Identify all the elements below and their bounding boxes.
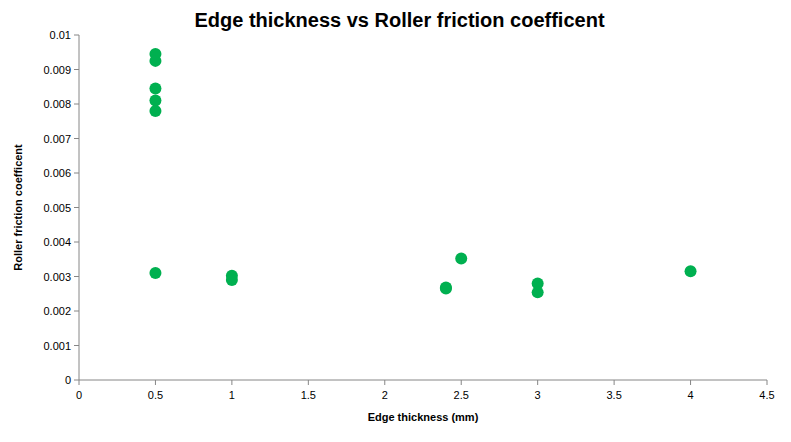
x-tick — [461, 380, 462, 385]
y-tick — [74, 138, 79, 139]
x-axis-title: Edge thickness (mm) — [368, 411, 479, 423]
y-tick — [74, 207, 79, 208]
y-tick-label: 0.006 — [43, 167, 71, 179]
x-tick-label: 3 — [535, 389, 541, 401]
points-group — [149, 48, 696, 298]
x-tick-label: 1.5 — [301, 389, 316, 401]
chart-container: Edge thickness vs Roller friction coeffi… — [0, 0, 791, 442]
x-tick-label: 4.5 — [759, 389, 774, 401]
x-tick-label: 0 — [76, 389, 82, 401]
y-axis-title: Roller friction coefficent — [12, 144, 24, 271]
x-tick — [690, 380, 691, 385]
y-tick — [74, 345, 79, 346]
y-tick-label: 0.009 — [43, 64, 71, 76]
y-tick — [74, 35, 79, 36]
x-tick-label: 2.5 — [454, 389, 469, 401]
point — [440, 283, 452, 295]
x-tick — [308, 380, 309, 385]
y-tick-label: 0.004 — [43, 236, 71, 248]
point — [455, 253, 467, 265]
y-tick — [74, 242, 79, 243]
y-tick-label: 0.002 — [43, 305, 71, 317]
y-tick-label: 0.003 — [43, 271, 71, 283]
x-tick-label: 4 — [687, 389, 693, 401]
point — [149, 95, 161, 107]
y-tick — [74, 69, 79, 70]
x-tick-label: 3.5 — [606, 389, 621, 401]
point — [149, 105, 161, 117]
y-tick-label: 0.01 — [50, 29, 71, 41]
y-tick-label: 0 — [65, 374, 71, 386]
point — [226, 274, 238, 286]
point — [149, 267, 161, 279]
x-tick — [537, 380, 538, 385]
y-tick — [74, 380, 79, 381]
y-tick — [74, 173, 79, 174]
y-tick-label: 0.005 — [43, 202, 71, 214]
y-tick — [74, 104, 79, 105]
chart-svg: Edge thickness vs Roller friction coeffi… — [0, 0, 791, 442]
x-tick — [155, 380, 156, 385]
chart-title: Edge thickness vs Roller friction coeffi… — [194, 9, 604, 31]
x-tick — [79, 380, 80, 385]
point — [149, 55, 161, 67]
x-tick — [767, 380, 768, 385]
x-tick-label: 0.5 — [148, 389, 163, 401]
x-tick — [384, 380, 385, 385]
point — [532, 286, 544, 298]
y-tick-label: 0.001 — [43, 340, 71, 352]
y-tick — [74, 311, 79, 312]
x-tick — [231, 380, 232, 385]
y-tick — [74, 276, 79, 277]
x-tick — [614, 380, 615, 385]
y-tick-label: 0.007 — [43, 133, 71, 145]
x-tick-label: 1 — [229, 389, 235, 401]
y-tick-label: 0.008 — [43, 98, 71, 110]
x-axis-line — [79, 380, 767, 381]
point — [149, 82, 161, 94]
x-tick-label: 2 — [382, 389, 388, 401]
point — [685, 265, 697, 277]
